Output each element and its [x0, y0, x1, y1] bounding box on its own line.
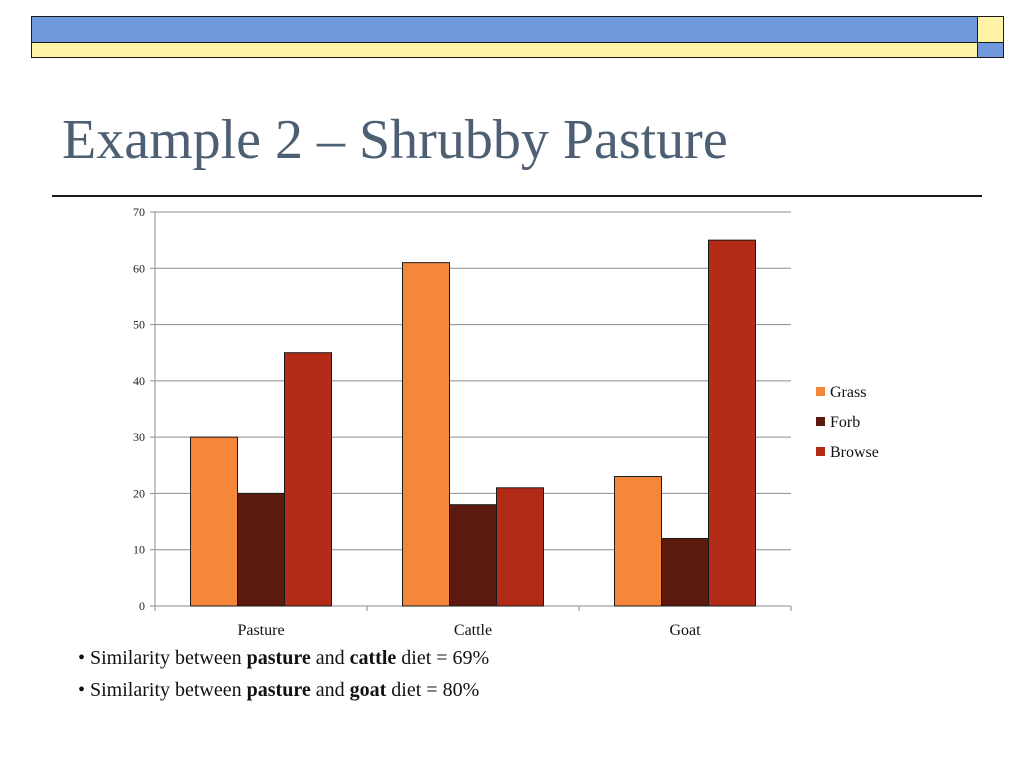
legend-swatch-forb: [816, 417, 825, 426]
chart-category-labels: Pasture Cattle Goat: [237, 622, 701, 639]
bullet-item: • Similarity between pasture and cattle …: [78, 642, 489, 674]
y-tick-label: 40: [133, 374, 145, 388]
legend-label-forb: Forb: [830, 414, 860, 431]
bullet-list: • Similarity between pasture and cattle …: [78, 642, 489, 706]
slide-title: Example 2 – Shrubby Pasture: [62, 109, 728, 171]
bar-forb-goat: [661, 537, 709, 607]
x-category-label: Cattle: [454, 622, 492, 639]
bar-grass-goat: [614, 476, 662, 607]
y-tick-label: 0: [139, 599, 145, 613]
y-tick-label: 50: [133, 318, 145, 332]
bullet-text: diet = 69%: [396, 647, 490, 669]
y-tick-label: 10: [133, 543, 145, 557]
legend-swatch-browse: [816, 447, 825, 456]
bullet-bold-text: goat: [349, 679, 387, 701]
bar-browse-pasture: [284, 352, 332, 607]
bar-forb-cattle: [449, 504, 497, 607]
legend-swatch-grass: [816, 387, 825, 396]
chart-tick-labels: 0 10 20 30 40 50 60 70: [133, 205, 145, 613]
bullet-bold-text: cattle: [349, 647, 397, 669]
bar-forb-pasture: [237, 492, 285, 607]
chart-legend: Grass Forb Browse: [816, 384, 879, 461]
x-category-label: Pasture: [237, 622, 284, 639]
y-tick-label: 20: [133, 486, 145, 500]
header-blue-square: [977, 42, 1004, 58]
y-tick-label: 30: [133, 430, 145, 444]
bar-browse-goat: [708, 239, 756, 607]
y-tick-label: 70: [133, 205, 145, 219]
bar-grass-cattle: [402, 262, 450, 607]
bullet-bold-text: pasture: [246, 679, 311, 701]
legend-label-browse: Browse: [830, 444, 879, 461]
bullet-text: diet = 80%: [386, 679, 480, 701]
bullet-item: • Similarity between pasture and goat di…: [78, 674, 489, 706]
y-tick-label: 60: [133, 261, 145, 275]
title-divider: [52, 195, 982, 197]
chart-bars: [190, 239, 756, 607]
x-category-label: Goat: [669, 622, 701, 639]
bullet-bold-text: pasture: [246, 647, 311, 669]
bullet-text: and: [310, 679, 350, 701]
bar-browse-cattle: [496, 487, 544, 607]
legend-label-grass: Grass: [830, 384, 866, 401]
bullet-text: • Similarity between: [78, 647, 247, 669]
bar-grass-pasture: [190, 436, 238, 607]
bullet-text: and: [310, 647, 350, 669]
bullet-text: • Similarity between: [78, 679, 247, 701]
